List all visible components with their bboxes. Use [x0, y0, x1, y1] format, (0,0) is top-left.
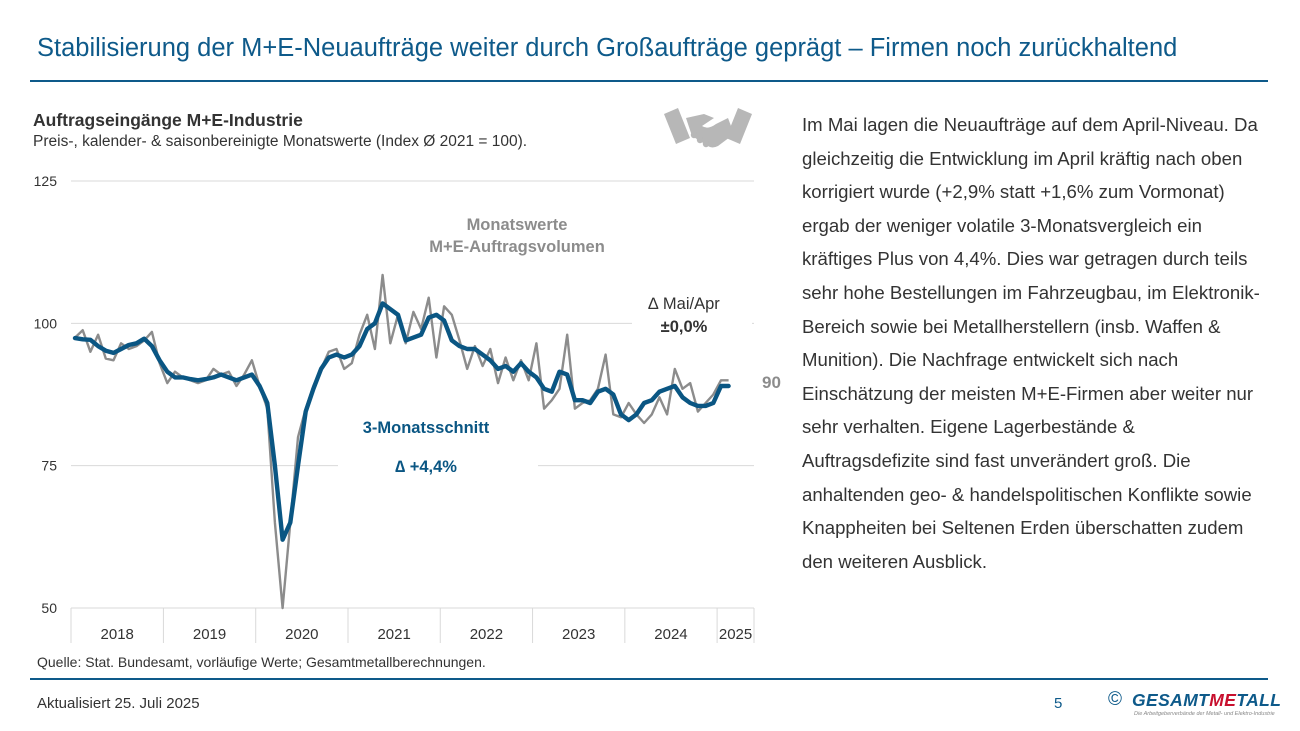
header-divider: [30, 80, 1268, 82]
copyright-icon: ©: [1108, 689, 1122, 710]
monthly-series-label-line1: Monatswerte: [467, 216, 568, 234]
x-tick-2018: 2018: [101, 626, 134, 643]
three-month-label-background: [338, 408, 538, 484]
updated-date: Aktualisiert 25. Juli 2025: [37, 695, 200, 712]
monthly-change-value: ±0,0%: [661, 318, 708, 336]
annotation-backgrounds: [338, 290, 752, 484]
monthly-change-label: ∆ Mai/Apr: [648, 295, 720, 313]
chart-source: Quelle: Stat. Bundesamt, vorläufige Wert…: [37, 654, 486, 670]
handshake-icon: [664, 108, 752, 148]
last-value-label: 90: [762, 373, 781, 392]
x-tick-2024: 2024: [654, 626, 687, 643]
x-tick-2020: 2020: [285, 626, 318, 643]
x-tick-2021: 2021: [377, 626, 410, 643]
footer-divider: [30, 678, 1268, 680]
x-tick-2019: 2019: [193, 626, 226, 643]
page-number: 5: [1054, 695, 1063, 712]
x-tick-2025: 2025: [719, 626, 752, 643]
y-tick-125: 125: [34, 173, 58, 189]
x-tick-2022: 2022: [470, 626, 503, 643]
three-month-change: ∆ +4,4%: [395, 458, 457, 476]
y-tick-50: 50: [41, 600, 57, 616]
logo-pre: GESAMT: [1132, 690, 1210, 710]
series-3-month-average-line: [72, 301, 731, 542]
y-tick-100: 100: [34, 315, 58, 331]
page-title: Stabilisierung der M+E-Neuaufträge weite…: [37, 34, 1178, 62]
three-month-series-label: 3-Monatsschnitt: [363, 419, 490, 437]
x-axis: 2018 2019 2020 2021 2022 2023 2024 2025: [70, 607, 755, 643]
x-tick-2023: 2023: [562, 626, 595, 643]
chart-series: [72, 273, 731, 610]
logo-wordmark: GESAMTMETALL: [1132, 690, 1281, 711]
commentary-text: Im Mai lagen die Neuaufträge auf dem Apr…: [802, 114, 1260, 572]
logo-post: TALL: [1236, 690, 1282, 710]
chart-title: Auftragseingänge M+E-Industrie: [33, 110, 303, 130]
y-tick-75: 75: [41, 458, 57, 474]
monthly-series-label-line2: M+E-Auftragsvolumen: [429, 238, 605, 256]
monthly-change-label-background: [632, 290, 752, 340]
logo-tagline: Die Arbeitgeberverbände der Metall- und …: [1134, 711, 1275, 717]
y-axis-ticks: 50 75 100 125: [34, 173, 58, 616]
logo-me: ME: [1209, 690, 1237, 710]
chart-subtitle: Preis-, kalender- & saisonbereinigte Mon…: [33, 133, 528, 150]
